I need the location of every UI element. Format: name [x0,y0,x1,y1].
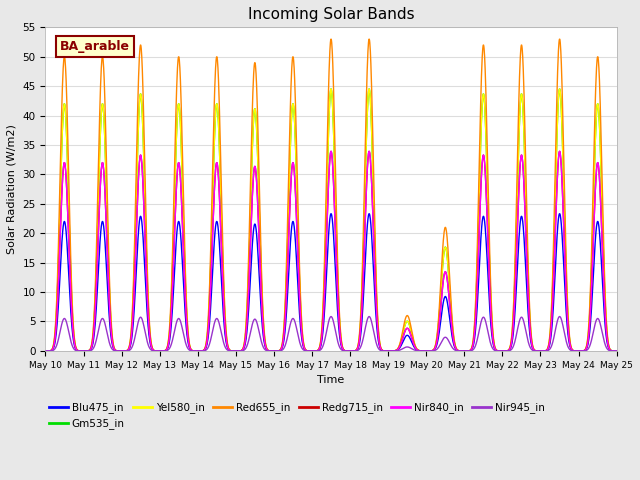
Line: Red655_in: Red655_in [45,39,616,351]
Redg715_in [348,348,356,354]
Line: Redg715_in: Redg715_in [45,151,616,351]
Red655_in [579,348,586,354]
Gm535_in [42,348,49,354]
Red655_in [563,265,570,271]
Redg715_in [42,348,49,354]
Blu475_in [563,312,570,317]
Nir840_in [348,348,356,354]
Nir840_in [563,295,570,301]
Yel580_in [42,348,49,354]
Nir945_in [327,314,335,320]
Gm535_in [348,348,356,354]
Redg715_in [579,348,586,354]
Blu475_in [42,348,49,354]
Redg715_in [327,148,335,154]
Blu475_in [579,348,586,354]
Redg715_in [360,247,368,252]
Red655_in [612,348,620,354]
Gm535_in [612,348,620,354]
Gm535_in [497,348,505,354]
Redg715_in [563,295,570,301]
Line: Nir945_in: Nir945_in [45,317,616,351]
Yel580_in [327,86,335,92]
Nir945_in [348,348,356,354]
Nir840_in [327,148,335,154]
Nir945_in [563,339,570,345]
Gm535_in [579,348,586,354]
Red655_in [497,348,505,354]
Redg715_in [497,348,505,354]
Red655_in [360,190,368,196]
Nir840_in [579,348,586,354]
Nir945_in [579,348,586,354]
Redg715_in [201,347,209,352]
Yel580_in [360,215,368,221]
Blu475_in [327,211,335,216]
Nir840_in [42,348,49,354]
Line: Yel580_in: Yel580_in [45,89,616,351]
Nir840_in [612,348,620,354]
Line: Nir840_in: Nir840_in [45,151,616,351]
Yel580_in [579,348,586,354]
Blu475_in [612,348,620,354]
Gm535_in [360,215,368,221]
Gm535_in [327,86,335,92]
Gm535_in [201,346,209,352]
Yel580_in [201,346,209,352]
Blu475_in [201,347,209,353]
Gm535_in [563,278,570,284]
Red655_in [348,348,356,354]
Nir945_in [497,348,505,354]
Redg715_in [612,348,620,354]
Nir840_in [201,347,209,352]
Yel580_in [497,348,505,354]
Red655_in [327,36,335,42]
Legend: Blu475_in, Gm535_in, Yel580_in, Red655_in, Redg715_in, Nir840_in, Nir945_in: Blu475_in, Gm535_in, Yel580_in, Red655_i… [45,398,549,433]
Blu475_in [360,278,368,284]
Yel580_in [612,348,620,354]
Nir840_in [497,348,505,354]
Blu475_in [497,348,505,354]
X-axis label: Time: Time [317,375,345,385]
Line: Gm535_in: Gm535_in [45,89,616,351]
Blu475_in [348,348,356,354]
Text: BA_arable: BA_arable [60,40,130,53]
Title: Incoming Solar Bands: Incoming Solar Bands [248,7,414,22]
Yel580_in [563,278,570,284]
Nir945_in [42,348,49,354]
Yel580_in [348,348,356,354]
Red655_in [42,348,49,354]
Nir945_in [360,331,368,336]
Nir840_in [360,247,368,252]
Red655_in [201,346,209,351]
Y-axis label: Solar Radiation (W/m2): Solar Radiation (W/m2) [7,124,17,254]
Nir945_in [612,348,620,354]
Nir945_in [201,348,209,353]
Line: Blu475_in: Blu475_in [45,214,616,351]
